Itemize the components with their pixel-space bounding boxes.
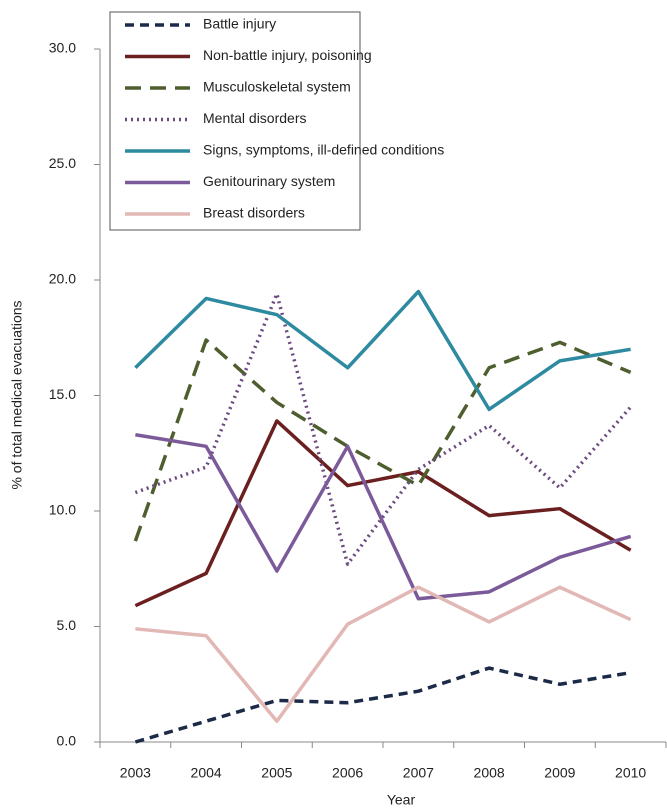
x-tick-label: 2009 — [544, 765, 575, 781]
series-line — [135, 585, 632, 723]
x-axis-label: Year — [387, 792, 416, 808]
y-tick-label: 20.0 — [49, 271, 76, 287]
legend-label: Mental disorders — [203, 110, 307, 126]
y-tick-label: 0.0 — [57, 733, 77, 749]
x-tick-label: 2003 — [120, 765, 151, 781]
series-line — [134, 292, 632, 566]
x-tick-label: 2006 — [332, 765, 363, 781]
series-line — [133, 338, 632, 542]
y-tick-label: 10.0 — [49, 502, 76, 518]
series-line — [134, 666, 631, 744]
legend-label: Non-battle injury, poisoning — [203, 47, 372, 63]
legend-label: Breast disorders — [203, 205, 305, 221]
legend-label: Signs, symptoms, ill-defined conditions — [203, 142, 444, 158]
series-line — [134, 419, 632, 608]
y-axis-label: % of total medical evacuations — [9, 300, 25, 489]
series-line — [135, 433, 632, 601]
y-tick-label: 5.0 — [57, 617, 77, 633]
x-tick-label: 2005 — [261, 765, 292, 781]
y-tick-label: 25.0 — [49, 155, 76, 171]
legend-label: Battle injury — [203, 16, 276, 32]
y-tick-label: 30.0 — [49, 40, 76, 56]
legend-label: Musculoskeletal system — [203, 79, 351, 95]
legend-label: Genitourinary system — [203, 173, 335, 189]
y-tick-label: 15.0 — [49, 386, 76, 402]
x-tick-label: 2008 — [474, 765, 505, 781]
legend-box — [109, 11, 361, 231]
series-line — [134, 289, 631, 412]
x-tick-label: 2004 — [191, 765, 222, 781]
x-tick-label: 2010 — [615, 765, 646, 781]
x-tick-label: 2007 — [403, 765, 434, 781]
